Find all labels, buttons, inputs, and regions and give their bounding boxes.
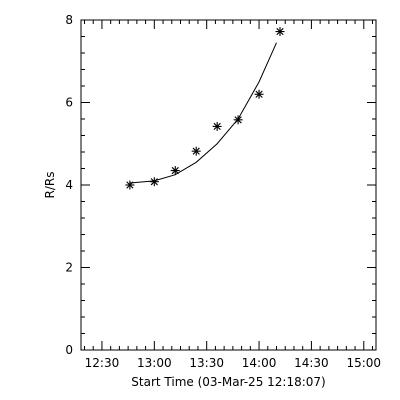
asterisk-stroke	[192, 147, 200, 155]
y-tick-label: 8	[65, 13, 73, 27]
asterisk-stroke	[213, 122, 221, 131]
data-point	[149, 177, 159, 187]
data-point	[275, 27, 285, 37]
y-axis-title: R/Rs	[43, 172, 57, 199]
x-axis-title: Start Time (03-Mar-25 12:18:07)	[131, 375, 325, 389]
asterisk-stroke	[234, 116, 242, 124]
y-tick-label: 0	[65, 343, 73, 357]
plot-frame	[80, 19, 377, 351]
x-tick-label: 12:30	[85, 356, 120, 370]
fit-curve	[129, 42, 277, 184]
y-tick-label: 4	[65, 178, 73, 192]
y-tick-label: 2	[65, 261, 73, 275]
asterisk-stroke	[171, 166, 179, 175]
data-point	[125, 180, 135, 190]
data-point	[191, 146, 201, 156]
x-tick-label: 13:30	[189, 356, 224, 370]
y-tick-label: 6	[65, 96, 73, 110]
data-point	[212, 121, 222, 131]
asterisk-stroke	[276, 27, 284, 36]
data-point	[254, 89, 264, 99]
x-tick-label: 14:30	[294, 356, 329, 370]
data-point	[233, 115, 243, 125]
x-tick-label: 15:00	[346, 356, 381, 370]
x-tick-label: 14:00	[242, 356, 277, 370]
asterisk-stroke	[255, 90, 263, 98]
data-point	[170, 166, 180, 176]
asterisk-stroke	[150, 178, 158, 186]
asterisk-stroke	[126, 181, 134, 189]
x-tick-label: 13:00	[137, 356, 172, 370]
